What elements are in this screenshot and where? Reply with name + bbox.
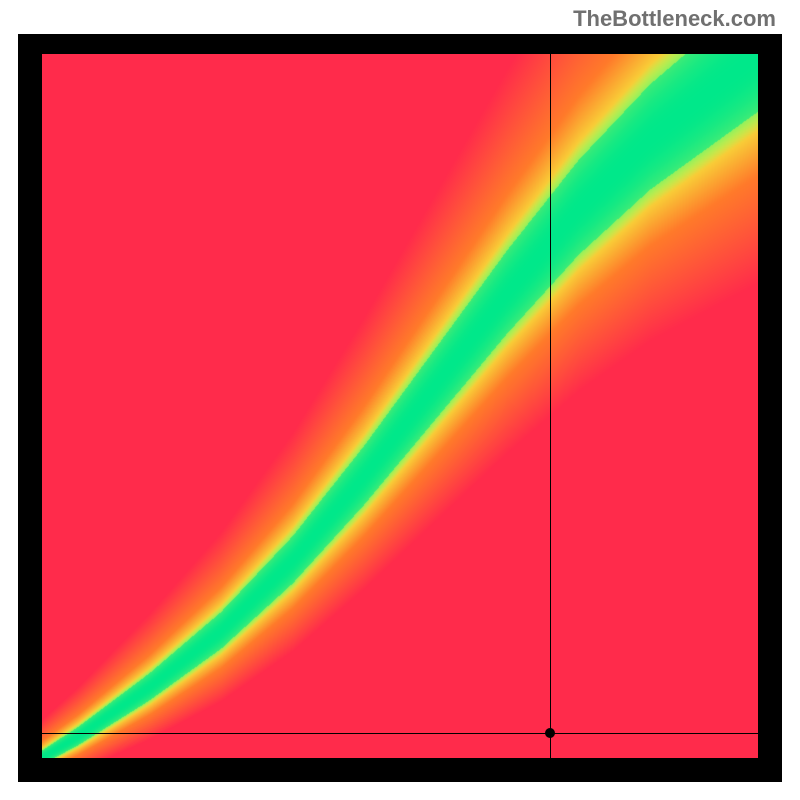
heatmap-plot bbox=[42, 54, 758, 758]
chart-container: TheBottleneck.com bbox=[0, 0, 800, 800]
heatmap-canvas bbox=[42, 54, 758, 758]
crosshair-horizontal bbox=[42, 733, 758, 734]
chart-border bbox=[18, 34, 782, 782]
crosshair-vertical bbox=[550, 54, 551, 758]
crosshair-point bbox=[545, 728, 555, 738]
watermark-text: TheBottleneck.com bbox=[573, 6, 776, 32]
